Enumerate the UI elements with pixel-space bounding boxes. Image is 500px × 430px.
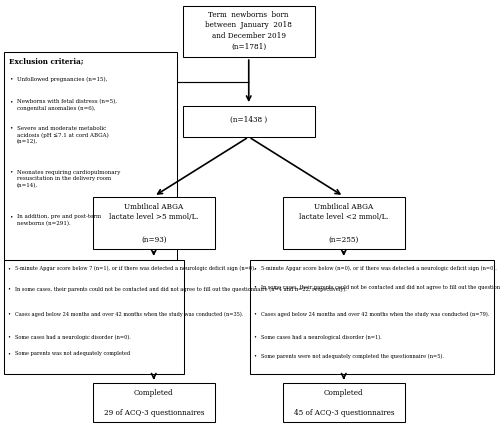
Text: 29 of ACQ-3 questionnaires: 29 of ACQ-3 questionnaires (104, 408, 204, 416)
Text: 5-minute Apgar score below (n=0), or if there was detected a neurologic deficit : 5-minute Apgar score below (n=0), or if … (261, 265, 497, 270)
Text: •: • (9, 214, 13, 219)
Text: •: • (254, 353, 256, 358)
Text: •: • (9, 76, 13, 81)
Text: 45 of ACQ-3 questionnaires: 45 of ACQ-3 questionnaires (294, 408, 394, 416)
FancyBboxPatch shape (182, 107, 315, 138)
FancyBboxPatch shape (282, 384, 405, 422)
Text: Umbilical ABGA
lactate level <2 mmol/L.: Umbilical ABGA lactate level <2 mmol/L. (299, 202, 388, 221)
Text: In some cases, their parents could not be contacted and did not agree to fill ou: In some cases, their parents could not b… (15, 286, 347, 291)
Text: (n=255): (n=255) (328, 235, 359, 243)
Text: •: • (9, 169, 13, 175)
Text: Some parents were not adequately completed the questionnaire (n=5).: Some parents were not adequately complet… (261, 353, 444, 358)
Text: Completed: Completed (324, 388, 364, 396)
Text: (n=1438 ): (n=1438 ) (230, 116, 268, 123)
Text: •: • (9, 99, 13, 104)
FancyBboxPatch shape (92, 384, 215, 422)
Text: Cases aged below 24 months and over 42 months when the study was conducted (n=35: Cases aged below 24 months and over 42 m… (15, 311, 243, 316)
FancyBboxPatch shape (4, 52, 176, 262)
FancyBboxPatch shape (282, 198, 405, 249)
Text: (n=93): (n=93) (141, 235, 167, 243)
Text: •: • (8, 311, 10, 316)
Text: 5-minute Apgar score below 7 (n=1), or if there was detected a neurologic defici: 5-minute Apgar score below 7 (n=1), or i… (15, 265, 256, 270)
Text: Term  newborns  born
between  January  2018
and December 2019: Term newborns born between January 2018 … (206, 11, 292, 40)
Text: •: • (254, 334, 256, 339)
Text: •: • (8, 334, 10, 339)
Text: Some cases had a neurological disorder (n=1).: Some cases had a neurological disorder (… (261, 334, 382, 339)
FancyBboxPatch shape (92, 198, 215, 249)
Text: In some cases, their parents could not be contacted and did not agree to fill ou: In some cases, their parents could not b… (261, 284, 500, 289)
Text: Completed: Completed (134, 388, 173, 396)
Text: •: • (8, 265, 10, 270)
Text: Unfollowed pregnancies (n=15),: Unfollowed pregnancies (n=15), (17, 76, 108, 81)
FancyBboxPatch shape (182, 7, 315, 58)
Text: In addition, pre and post-term
newborns (n=291).: In addition, pre and post-term newborns … (17, 214, 101, 225)
Text: (n=1781): (n=1781) (231, 42, 266, 50)
Text: Cases aged below 24 months and over 42 months when the study was conducted (n=79: Cases aged below 24 months and over 42 m… (261, 311, 490, 316)
FancyBboxPatch shape (250, 260, 494, 374)
Text: Some parents was not adequately completed: Some parents was not adequately complete… (15, 350, 130, 356)
Text: •: • (254, 265, 256, 270)
Text: •: • (8, 350, 10, 356)
Text: •: • (254, 311, 256, 316)
Text: Newborns with fetal distress (n=5),
congenital anomalies (n=6),: Newborns with fetal distress (n=5), cong… (17, 99, 117, 111)
Text: Umbilical ABGA
lactate level >5 mmol/L.: Umbilical ABGA lactate level >5 mmol/L. (109, 202, 198, 221)
Text: •: • (9, 126, 13, 131)
Text: Severe and moderate metabolic
acidosis (pH ≤7.1 at cord ABGA)
(n=12),: Severe and moderate metabolic acidosis (… (17, 126, 109, 144)
Text: Some cases had a neurologic disorder (n=0).: Some cases had a neurologic disorder (n=… (15, 334, 131, 339)
Text: Neonates requiring cardiopulmonary
resuscitation in the delivery room
(n=14),: Neonates requiring cardiopulmonary resus… (17, 169, 120, 187)
Text: •: • (8, 286, 10, 291)
Text: Exclusion criteria;: Exclusion criteria; (9, 57, 84, 65)
Text: •: • (254, 284, 256, 289)
FancyBboxPatch shape (4, 260, 184, 374)
